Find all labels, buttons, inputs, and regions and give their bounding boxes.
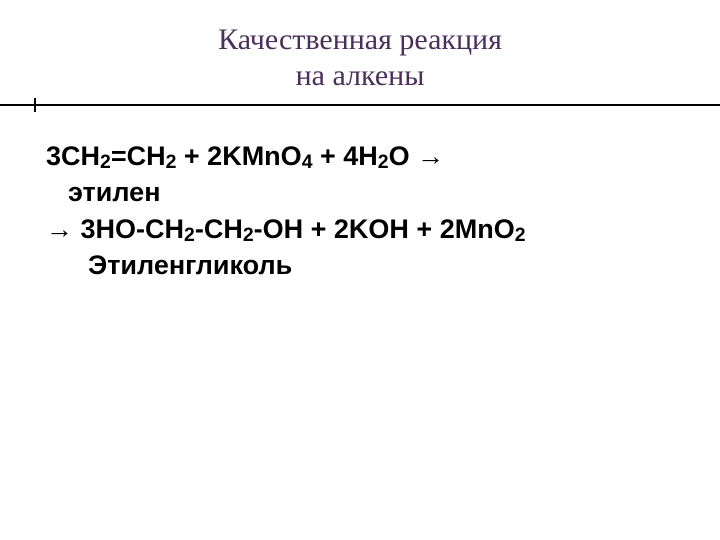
subscript: 2 [184,224,195,246]
formula-text: + 4H [313,141,378,171]
formula-text: → 3HO-CH [46,214,184,244]
slide-body: 3CH2=CH2 + 2KMnO4 + 4H2O → этилен → 3HO-… [20,138,700,284]
subscript: 2 [515,224,526,246]
subscript: 2 [243,224,254,246]
title-line-1: Качественная реакция [20,22,700,58]
title-line-2: на алкены [20,58,700,94]
slide-title: Качественная реакция на алкены [20,22,700,94]
subscript: 2 [378,151,389,173]
formula-text: -CH [195,214,243,244]
label-ethylene: этилен [46,174,690,210]
label-ethylene-glycol: Этиленгликоль [46,247,690,283]
slide: Качественная реакция на алкены 3CH2=CH2 … [0,0,720,540]
subscript: 2 [100,151,111,173]
subscript: 2 [166,151,177,173]
formula-text: Этиленгликоль [88,250,292,280]
subscript: 4 [302,151,313,173]
divider-tick [34,98,36,112]
title-divider [20,104,700,110]
equation-line-2: → 3HO-CH2-CH2-OH + 2KOH + 2MnO2 [46,211,690,247]
formula-text: 3CH [46,141,100,171]
equation-line-1: 3CH2=CH2 + 2KMnO4 + 4H2O → [46,138,690,174]
formula-text: + 2KMnO [176,141,301,171]
formula-text: O → [389,141,445,171]
divider-line [0,104,720,106]
formula-text: =CH [111,141,166,171]
formula-text: -OH + 2KOH + 2MnO [254,214,515,244]
formula-text: этилен [68,177,161,207]
